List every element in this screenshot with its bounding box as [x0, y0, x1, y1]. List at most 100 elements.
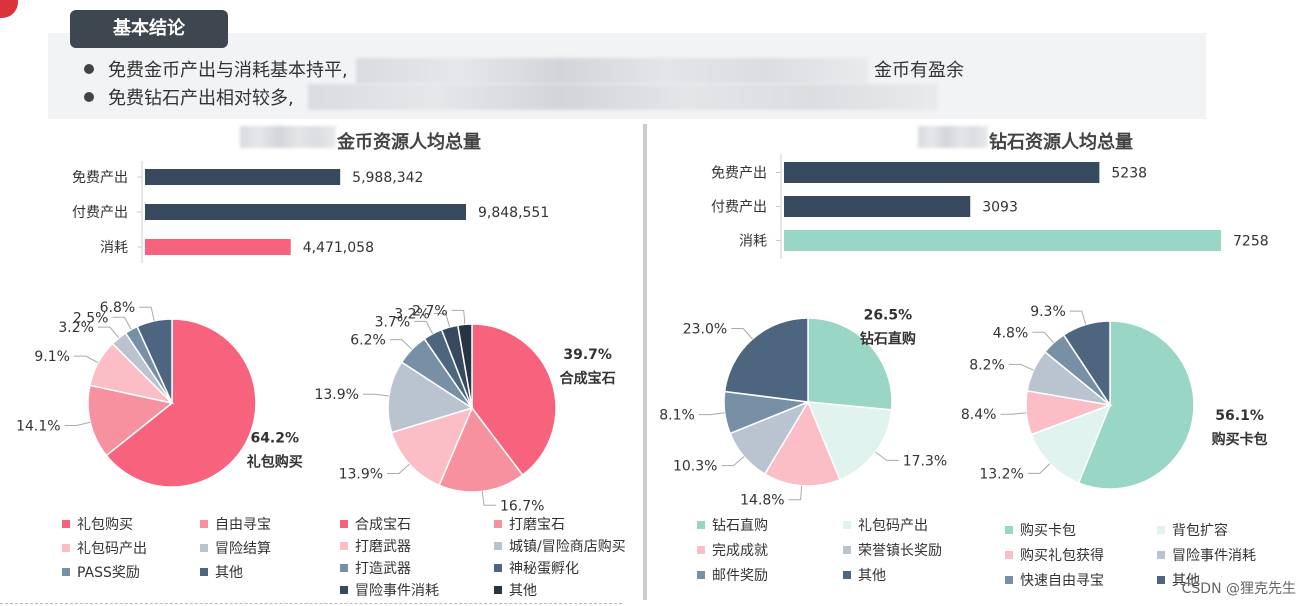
redacted-title-prefix [918, 126, 988, 148]
pie-chart-1: 39.7% 合成宝石 16.7% 13.9% 13.9% 6.2% 3.7%3.2%2.7% [314, 303, 615, 514]
pie-percent-label: 14.8% [740, 493, 784, 509]
bar-value-label: 7258 [1233, 234, 1269, 250]
pie-percent-label: 3.2% [58, 320, 94, 336]
pie-percent-label: 8.2% [969, 357, 1005, 373]
pie-leader-line [698, 412, 725, 416]
pie-percent-label: 13.2% [979, 466, 1023, 482]
pie-leader-line [731, 327, 753, 340]
pie-leader-line [721, 456, 745, 467]
bar-category-label: 消耗 [100, 240, 128, 256]
pie-highlight-percent: 39.7% [563, 347, 612, 363]
pie-percent-label: 6.2% [350, 333, 386, 349]
pie-percent-label: 6.8% [100, 300, 136, 316]
pie-slice [438, 406, 524, 493]
pie-leader-line [875, 451, 899, 461]
pie-percent-label: 9.1% [34, 349, 70, 365]
watermark: CSDN @狸克先生 [1181, 581, 1296, 597]
pie-percent-label: 3.2% [394, 307, 430, 323]
pie-chart-0: 64.2% 礼包购买 14.1% 9.1% 3.2%2.5%6.8% [16, 300, 303, 488]
pie-percent-label: 8.1% [659, 408, 695, 424]
pie-percent-label: 13.9% [314, 387, 358, 403]
pie-leader-line [139, 306, 155, 322]
pie-percent-label: 2.7% [412, 303, 448, 319]
pie-leader-line [451, 309, 466, 325]
pie-percent-label: 17.3% [903, 453, 947, 469]
panel-divider [643, 124, 647, 600]
bar-category-label: 免费产出 [72, 170, 128, 186]
redacted-text [356, 58, 868, 84]
pie-percent-label: 13.9% [339, 466, 383, 482]
summary-bullet-2: 免费钻石产出相对较多, [84, 84, 294, 110]
right-panel-title: 钻石资源人均总量 [989, 132, 1133, 153]
pie-slice [136, 318, 173, 404]
bar-category-label: 消耗 [739, 234, 767, 250]
left-panel-title: 金币资源人均总量 [337, 132, 481, 153]
summary-tag: 基本结论 [70, 10, 228, 48]
bar-chart-1: 免费产出 5238 付费产出 3093 消耗 7258 [711, 154, 1269, 259]
bar-category-label: 付费产出 [711, 200, 767, 216]
pie-leader-line [97, 326, 120, 339]
pie-slice [763, 400, 841, 487]
pie-leader-line [414, 320, 434, 334]
pie-leader-line [387, 463, 410, 474]
pie-slice [1030, 403, 1112, 484]
pie-leader-line [1027, 463, 1051, 474]
pie-slice [806, 401, 893, 481]
pie-slice [387, 361, 474, 434]
pie-chart-2: 26.5% 钻石直购 17.3% 14.8% 10.3% 8.1% 23.0% [659, 307, 947, 508]
pie-slice [471, 323, 557, 477]
pie-leader-line [73, 355, 99, 364]
bar [145, 204, 466, 220]
bullet-dot-icon [84, 92, 94, 102]
pie-highlight-percent: 56.1% [1215, 408, 1264, 424]
pie-percent-label: 4.8% [993, 325, 1029, 341]
pie-highlight-percent: 26.5% [864, 307, 913, 323]
bar-value-label: 5,988,342 [352, 170, 423, 186]
bar-category-label: 付费产出 [72, 205, 128, 221]
pie-slice [1062, 320, 1111, 408]
pie-leader-line [1008, 363, 1034, 371]
bottom-rule [0, 603, 622, 604]
pie-percent-label: 10.3% [673, 459, 717, 475]
pie-leader-line [1000, 412, 1027, 415]
pie-highlight-percent: 64.2% [250, 430, 299, 446]
bar-value-label: 9,848,551 [478, 205, 549, 221]
pie-slice [456, 323, 473, 409]
pie-leader-line [481, 491, 496, 506]
pie-leader-line [362, 393, 389, 397]
pie-slice [105, 318, 257, 488]
pie-percent-label: 16.7% [500, 498, 544, 514]
pie-chart-3: 56.1% 购买卡包 13.2% 8.4% 8.2% 4.8%9.3% [961, 304, 1268, 490]
bar-value-label: 5238 [1111, 166, 1147, 182]
pie-highlight-name: 钻石直购 [860, 330, 916, 347]
pie-slice [390, 406, 474, 487]
pie-slice [807, 317, 893, 411]
bar-value-label: 4,471,058 [303, 240, 374, 256]
pie-percent-label: 23.0% [683, 321, 727, 337]
pie-leader-line [64, 421, 91, 426]
bar-chart-0: 免费产出 5,988,342 付费产出 9,848,551 消耗 4,471,058 [72, 161, 549, 263]
bullet-2-start: 免费钻石产出相对较多, [108, 88, 294, 109]
pie-percent-label: 3.7% [375, 314, 411, 330]
bar [784, 162, 1100, 183]
pie-leader-line [788, 485, 803, 501]
pie-percent-label: 8.4% [961, 407, 997, 423]
pie-slice [1077, 320, 1195, 490]
pie-percent-label: 14.1% [16, 418, 60, 434]
pie-highlight-name: 合成宝石 [560, 370, 616, 387]
bar-value-label: 3093 [982, 200, 1018, 216]
bullet-1-start: 免费金币产出与消耗基本持平, [108, 60, 348, 81]
pie-leader-line [1032, 331, 1055, 344]
bullet-1-end: 金币有盈余 [874, 60, 964, 81]
bullet-dot-icon [84, 64, 94, 74]
pie-leader-line [1069, 310, 1087, 325]
pie-highlight-name: 礼包购买 [247, 453, 303, 470]
redacted-title-prefix [240, 126, 336, 148]
pie-highlight-name: 购买卡包 [1212, 431, 1268, 448]
pie-leader-line [389, 339, 413, 350]
pie-leader-line [433, 313, 451, 328]
pie-percent-label: 2.5% [73, 310, 109, 326]
bar [784, 230, 1221, 251]
pie-percent-label: 9.3% [1030, 304, 1066, 320]
